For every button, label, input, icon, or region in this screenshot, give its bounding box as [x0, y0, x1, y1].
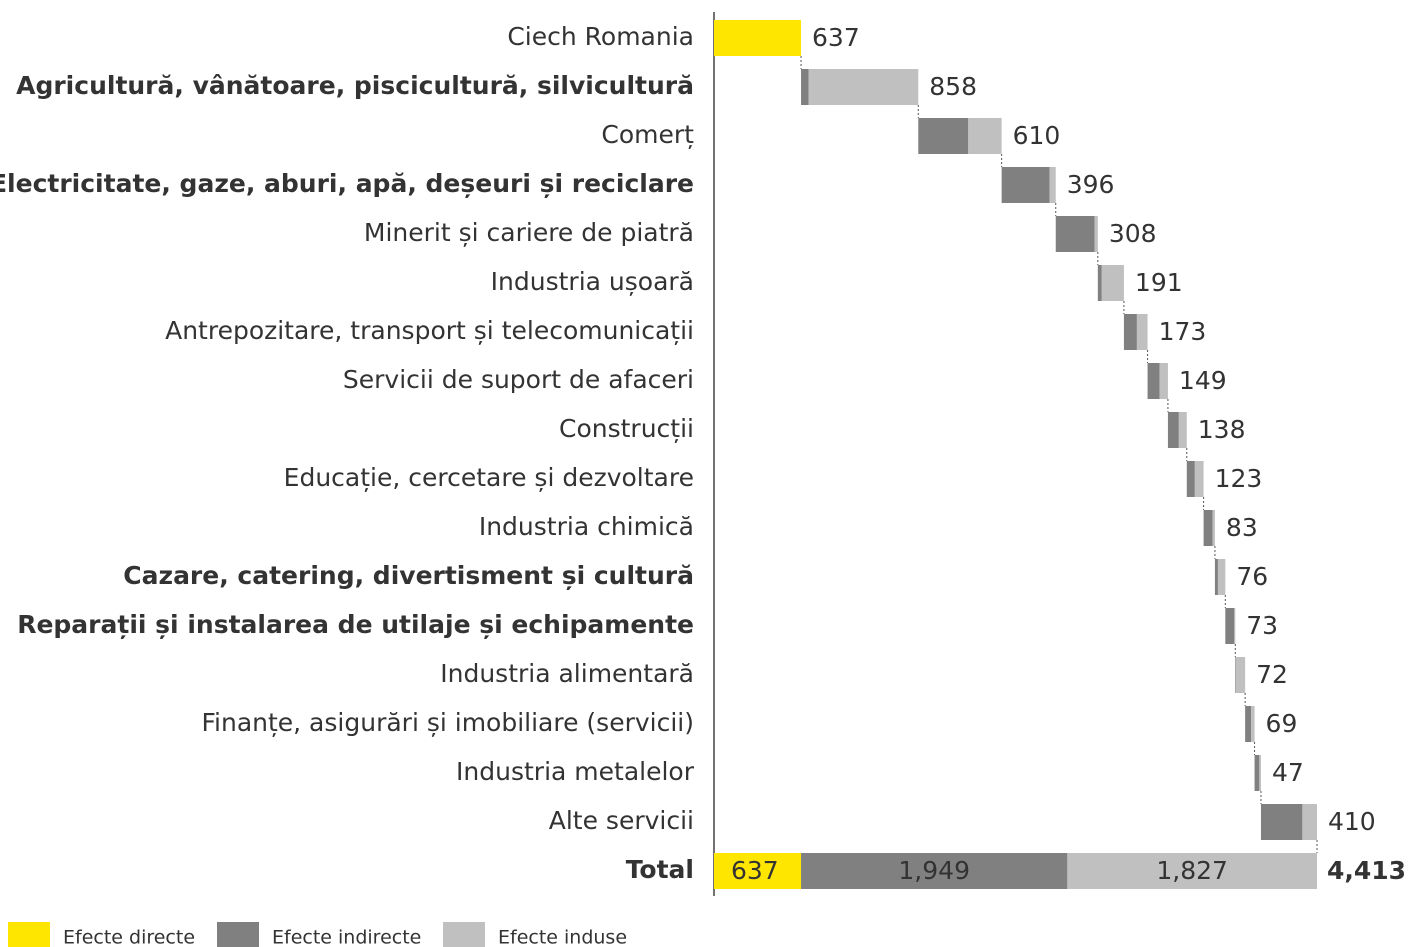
- bar-segment: [1260, 804, 1303, 840]
- bar-segment: [1097, 265, 1102, 301]
- total-value-label: 1,949: [898, 856, 970, 885]
- category-label: Finanțe, asigurări și imobiliare (servic…: [201, 708, 694, 737]
- value-label: 76: [1236, 562, 1268, 591]
- total-value-label: 1,827: [1156, 856, 1228, 885]
- category-label: Comerț: [601, 120, 694, 149]
- total-sum-label: 4,413: [1327, 856, 1406, 885]
- total-segment: [1067, 853, 1317, 889]
- bar-segment: [1194, 461, 1204, 497]
- value-label: 308: [1109, 219, 1157, 248]
- bar-segment: [1234, 608, 1236, 644]
- legend-label: Efecte directe: [63, 927, 195, 947]
- bar-segment: [808, 69, 919, 105]
- value-label: 69: [1266, 709, 1298, 738]
- value-label: 73: [1246, 611, 1278, 640]
- bar-segment: [1123, 314, 1137, 350]
- bar-segment: [714, 20, 802, 56]
- bar-segment: [1225, 608, 1235, 644]
- bar-segment: [1235, 657, 1246, 693]
- bar-segment: [1302, 804, 1317, 840]
- value-label: 72: [1256, 660, 1288, 689]
- value-label: 149: [1179, 366, 1227, 395]
- legend-swatch: [217, 922, 259, 947]
- bar-segment: [1178, 412, 1187, 448]
- total-label: Total: [626, 855, 694, 884]
- legend-swatch: [443, 922, 485, 947]
- bar-segment: [1136, 314, 1148, 350]
- value-label: 138: [1198, 415, 1246, 444]
- value-label: 47: [1272, 758, 1304, 787]
- bar-segment: [1251, 706, 1255, 742]
- legend-label: Efecte indirecte: [272, 927, 421, 947]
- bar-segment: [1245, 706, 1252, 742]
- category-label: Agricultură, vânătoare, piscicultură, si…: [16, 71, 694, 100]
- bar-segment: [1203, 510, 1213, 546]
- bar-segment: [1147, 363, 1160, 399]
- category-label: Industria metalelor: [456, 757, 695, 786]
- bar-segment: [1101, 265, 1124, 301]
- bar-segment: [801, 69, 809, 105]
- category-label: Industria ușoară: [491, 267, 694, 296]
- category-label: Minerit și cariere de piatră: [364, 218, 694, 247]
- category-label: Alte servicii: [549, 806, 694, 835]
- value-label: 610: [1013, 121, 1061, 150]
- value-label: 858: [929, 72, 977, 101]
- bar-segment: [918, 118, 969, 154]
- bar-segment: [1094, 216, 1098, 252]
- category-label: Industria chimică: [479, 512, 694, 541]
- bar-segment: [968, 118, 1002, 154]
- bar-segment: [1159, 363, 1168, 399]
- value-label: 396: [1067, 170, 1115, 199]
- category-label: Construcții: [559, 414, 694, 443]
- value-label: 173: [1159, 317, 1207, 346]
- bar-segment: [1214, 559, 1218, 595]
- total-value-label: 637: [731, 856, 779, 885]
- bar-segment: [1055, 216, 1095, 252]
- category-label: Antrepozitare, transport și telecomunica…: [165, 316, 694, 345]
- value-label: 191: [1135, 268, 1183, 297]
- bar-segment: [1186, 461, 1195, 497]
- bar-segment: [1001, 167, 1050, 203]
- legend-swatch: [8, 922, 50, 947]
- value-label: 123: [1215, 464, 1263, 493]
- bar-segment: [1212, 510, 1215, 546]
- bar-segment: [1217, 559, 1226, 595]
- category-label: Servicii de suport de afaceri: [343, 365, 694, 394]
- value-label: 410: [1328, 807, 1376, 836]
- value-label: 83: [1226, 513, 1258, 542]
- category-label: Electricitate, gaze, aburi, apă, deșeuri…: [0, 169, 694, 198]
- total-segment: [714, 853, 802, 889]
- legend-label: Efecte induse: [498, 927, 627, 947]
- total-segment: [801, 853, 1068, 889]
- bar-segment: [1049, 167, 1056, 203]
- category-label: Reparații și instalarea de utilaje și ec…: [17, 610, 694, 639]
- category-label: Ciech Romania: [507, 22, 694, 51]
- category-label: Industria alimentară: [440, 659, 694, 688]
- bar-segment: [1167, 412, 1179, 448]
- category-label: Cazare, catering, divertisment și cultur…: [123, 561, 694, 590]
- category-label: Educație, cercetare și dezvoltare: [284, 463, 694, 492]
- bar-segment: [1235, 657, 1236, 693]
- bar-segment: [1259, 755, 1261, 791]
- bar-segment: [1254, 755, 1260, 791]
- value-label: 637: [812, 23, 860, 52]
